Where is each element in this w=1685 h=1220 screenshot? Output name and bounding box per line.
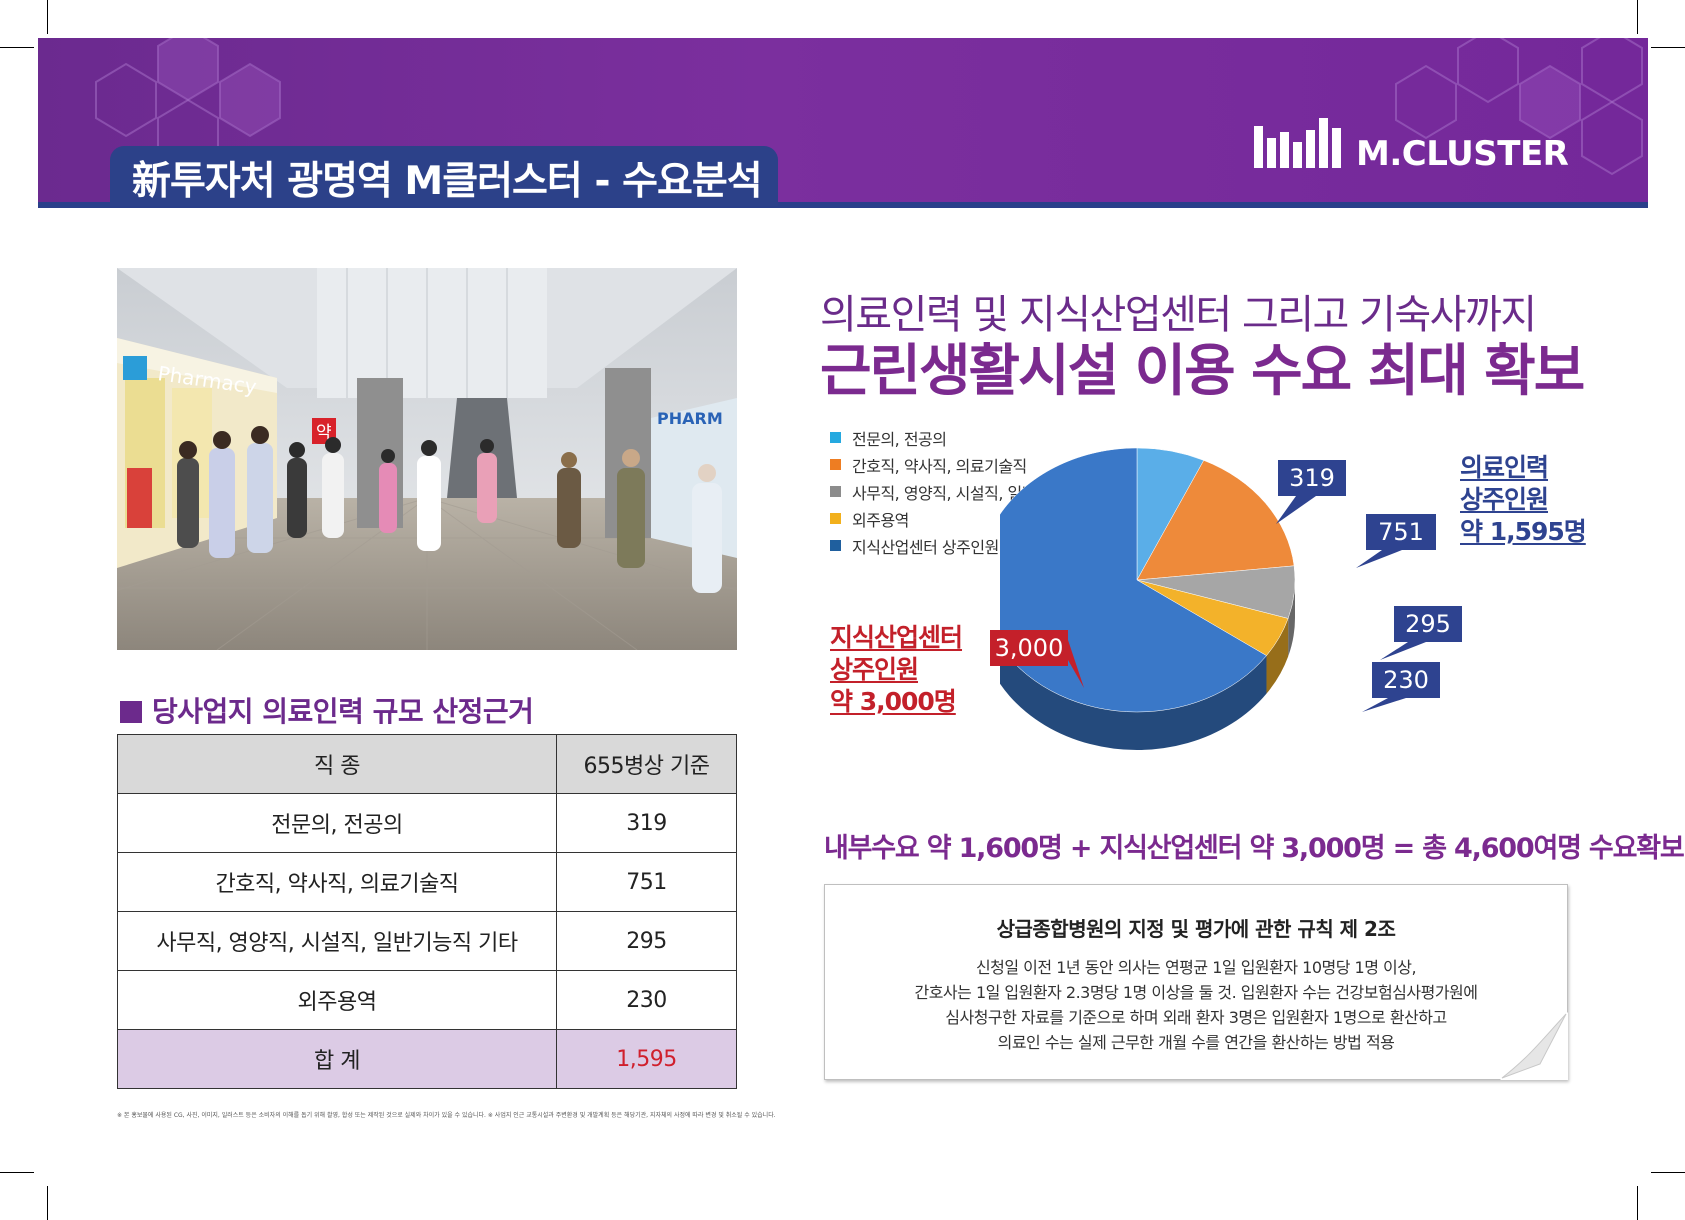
footnote: ※ 본 홍보물에 사용된 CG, 사진, 이미지, 일러스트 등은 소비자의 이… xyxy=(117,1112,776,1119)
pie-value-label: 319 xyxy=(1278,460,1346,496)
legend-swatch xyxy=(830,432,841,443)
pie-value-label: 3,000 xyxy=(990,630,1068,666)
logo-text: M.CLUSTER xyxy=(1356,134,1569,174)
legend-swatch xyxy=(830,513,841,524)
pie-value-label: 295 xyxy=(1394,606,1462,642)
regulation-line: 의료인 수는 실제 근무한 개월 수를 연간을 환산하는 방법 적용 xyxy=(997,1033,1395,1052)
row-label: 외주용역 xyxy=(117,970,557,1030)
crop-mark xyxy=(1637,0,1638,34)
headline-line1: 의료인력 및 지식산업센터 그리고 기숙사까지 xyxy=(820,292,1537,338)
table-header-row: 직 종 655병상 기준 xyxy=(117,734,737,794)
crop-mark xyxy=(1637,1186,1638,1220)
total-label: 합 계 xyxy=(117,1029,557,1089)
legend-swatch xyxy=(830,459,841,470)
square-bullet-icon xyxy=(120,701,142,723)
headline-line2: 근린생활시설 이용 수요 최대 확보 xyxy=(820,339,1585,404)
regulation-title: 상급종합병원의 지정 및 평가에 관한 규칙 제 2조 xyxy=(996,917,1396,941)
annotation-line: 상주인원 xyxy=(1460,485,1549,514)
pie-chart xyxy=(1000,447,1296,750)
title-tab xyxy=(110,146,778,206)
knowledge-center-annotation: 지식산업센터 상주인원 약 3,000명 xyxy=(830,622,963,718)
legend-label: 지식산업센터 상주인원 xyxy=(852,538,999,557)
pie-top xyxy=(1000,447,1296,713)
table-heading: 당사업지 의료인력 규모 산정근거 xyxy=(120,690,534,730)
legend-label: 전문의, 전공의 xyxy=(852,430,947,449)
column-header-job: 직 종 xyxy=(117,734,557,794)
regulation-line: 간호사는 1일 입원환자 2.3명당 1명 이상을 둘 것. 입원환자 수는 건… xyxy=(914,983,1478,1002)
row-label: 사무직, 영양직, 시설직, 일반기능직 기타 xyxy=(117,911,557,971)
arcade-rendering-image: Pharmacy PHARM 약 xyxy=(117,268,737,650)
legend-label: 간호직, 약사직, 의료기술직 xyxy=(852,457,1027,476)
row-value: 230 xyxy=(556,970,737,1030)
annotation-line: 약 1,595명 xyxy=(1460,517,1587,546)
table-total-row: 합 계 1,595 xyxy=(117,1029,737,1089)
legend-swatch xyxy=(830,540,841,551)
yak-sign: 약 xyxy=(316,423,332,443)
mcluster-logo-icon xyxy=(1254,118,1341,168)
pie-value-label: 751 xyxy=(1366,514,1436,550)
crop-mark xyxy=(47,0,48,34)
row-value: 319 xyxy=(556,793,737,853)
pie-slice-knowledge-center-side xyxy=(1000,645,1267,750)
demand-summary: 내부수요 약 1,600명 + 지식산업센터 약 3,000명 = 총 4,60… xyxy=(824,833,1685,864)
row-label: 간호직, 약사직, 의료기술직 xyxy=(117,852,557,912)
annotation-line: 상주인원 xyxy=(830,655,919,684)
table-row: 외주용역 230 xyxy=(117,970,737,1030)
annotation-line: 약 3,000명 xyxy=(830,687,957,716)
column-header-basis: 655병상 기준 xyxy=(556,734,737,794)
row-label: 전문의, 전공의 xyxy=(117,793,557,853)
pharm-sign: PHARM xyxy=(657,409,723,428)
table-row: 사무직, 영양직, 시설직, 일반기능직 기타 295 xyxy=(117,911,737,971)
table-row: 간호직, 약사직, 의료기술직 751 xyxy=(117,852,737,912)
regulation-line: 심사청구한 자료를 기준으로 하며 외래 환자 3명은 입원환자 1명으로 환산… xyxy=(945,1008,1447,1027)
crop-mark xyxy=(0,1172,34,1173)
row-value: 295 xyxy=(556,911,737,971)
total-value: 1,595 xyxy=(556,1029,737,1089)
legend-label: 외주용역 xyxy=(852,511,909,530)
crop-mark xyxy=(0,47,34,48)
regulation-box: 상급종합병원의 지정 및 평가에 관한 규칙 제 2조 신청일 이전 1년 동안… xyxy=(824,884,1568,1080)
header-bottom-bar xyxy=(38,202,1648,208)
table-row: 전문의, 전공의 319 xyxy=(117,793,737,853)
hexagon-pattern xyxy=(95,38,1643,176)
page-title: 新투자처 광명역 M클러스터 - 수요분석 xyxy=(132,159,763,204)
regulation-body: 신청일 이전 1년 동안 의사는 연평균 1일 입원환자 10명당 1명 이상,… xyxy=(825,955,1567,1055)
crop-mark xyxy=(1651,47,1685,48)
pie-slice-outsourcing-side xyxy=(1266,618,1289,694)
annotation-line: 의료인력 xyxy=(1460,453,1549,482)
pie-slice-admin-side xyxy=(1288,580,1295,657)
crop-mark xyxy=(1651,1172,1685,1173)
staffing-basis-table: 직 종 655병상 기준 전문의, 전공의 319 간호직, 약사직, 의료기술… xyxy=(117,734,737,1089)
page-curl-icon xyxy=(1500,1012,1568,1080)
medical-staff-annotation: 의료인력 상주인원 약 1,595명 xyxy=(1460,452,1587,548)
annotation-line: 지식산업센터 xyxy=(830,623,963,652)
table-heading-text: 당사업지 의료인력 규모 산정근거 xyxy=(152,695,534,728)
row-value: 751 xyxy=(556,852,737,912)
legend-swatch xyxy=(830,486,841,497)
pie-value-label: 230 xyxy=(1372,662,1440,698)
pie-slice-nurses xyxy=(1136,460,1295,581)
pie-depth xyxy=(1000,580,1295,750)
crop-mark xyxy=(47,1186,48,1220)
regulation-line: 신청일 이전 1년 동안 의사는 연평균 1일 입원환자 10명당 1명 이상, xyxy=(975,958,1417,977)
